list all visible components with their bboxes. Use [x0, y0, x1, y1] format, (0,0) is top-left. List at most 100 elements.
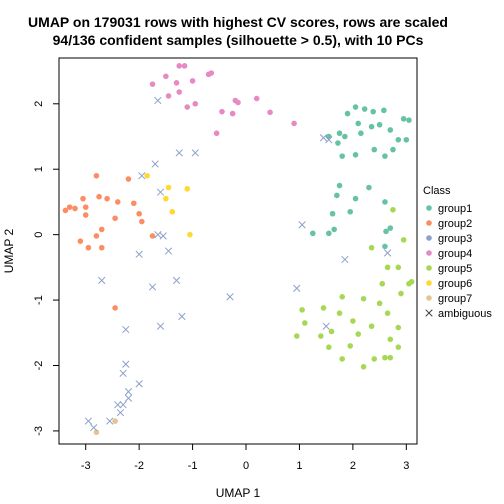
point-group5: [376, 300, 383, 307]
point-group2: [96, 193, 102, 200]
legend-label: group5: [438, 263, 472, 275]
point-ambiguous: [383, 249, 392, 257]
point-group1: [310, 230, 316, 237]
x-tick-label: -1: [188, 460, 198, 472]
point-group5: [395, 264, 402, 271]
point-group2: [149, 233, 156, 239]
point-group5: [390, 206, 396, 213]
point-group4: [219, 108, 225, 115]
x-tick-label: -3: [81, 460, 91, 472]
point-ambiguous: [122, 360, 130, 368]
point-group1: [366, 184, 372, 191]
legend-item-group5: group5: [426, 263, 472, 275]
point-group2: [82, 212, 89, 218]
y-tick-label: 0: [33, 232, 45, 238]
legend-item-group4: group4: [426, 248, 472, 260]
point-ambiguous: [178, 312, 186, 321]
point-group2: [125, 176, 132, 182]
point-ambiguous: [98, 276, 106, 285]
legend-title: Class: [423, 185, 451, 197]
point-group6: [184, 186, 191, 192]
point-group1: [358, 130, 364, 137]
point-group2: [112, 215, 118, 222]
point-group1: [403, 136, 410, 143]
series-group5: [293, 206, 415, 370]
point-group5: [408, 278, 415, 285]
point-group4: [189, 78, 196, 84]
point-group1: [406, 117, 412, 123]
point-group1: [336, 130, 343, 137]
x-tick-label: 0: [243, 460, 249, 472]
point-group2: [72, 205, 78, 212]
point-group1: [376, 121, 383, 128]
point-group1: [390, 146, 396, 153]
point-ambiguous: [114, 401, 122, 409]
y-axis-label: UMAP 2: [2, 228, 16, 273]
point-group6: [187, 231, 193, 238]
point-group1: [387, 127, 394, 133]
x-tick-label: 3: [403, 460, 409, 472]
point-group1: [383, 228, 389, 235]
point-ambiguous: [175, 149, 183, 157]
legend-marker: [426, 220, 432, 226]
point-group4: [291, 120, 297, 127]
point-group2: [114, 199, 121, 205]
series-group6: [144, 172, 193, 238]
point-group5: [368, 323, 375, 330]
point-ambiguous: [322, 322, 330, 330]
point-group5: [350, 318, 356, 324]
chart-title: UMAP on 179031 rows with highest CV scor…: [28, 14, 448, 30]
point-ambiguous: [191, 149, 199, 157]
point-ambiguous: [122, 325, 130, 334]
point-group1: [370, 108, 376, 115]
point-group5: [328, 328, 335, 335]
point-group5: [336, 310, 343, 316]
point-ambiguous: [298, 221, 306, 229]
point-group2: [66, 204, 73, 210]
point-ambiguous: [106, 417, 114, 425]
point-group6: [165, 184, 172, 191]
series-ambiguous: [84, 96, 392, 432]
series-group1: [310, 104, 412, 250]
legend-marker: [426, 265, 432, 271]
point-group5: [387, 336, 394, 343]
series-group7: [93, 418, 118, 436]
point-group4: [213, 130, 220, 137]
point-group1: [331, 226, 337, 233]
x-tick-label: -2: [134, 460, 144, 472]
point-group4: [176, 63, 183, 69]
point-group5: [368, 244, 375, 251]
point-ambiguous: [319, 134, 328, 142]
legend-item-ambiguous: ambiguous: [425, 308, 492, 320]
point-ambiguous: [159, 232, 167, 240]
point-ambiguous: [226, 293, 234, 301]
point-group2: [85, 244, 92, 251]
point-group5: [360, 364, 367, 370]
x-axis-label: UMAP 1: [216, 486, 261, 500]
point-ambiguous: [119, 369, 127, 377]
data-points: [62, 63, 415, 436]
point-group4: [229, 110, 236, 117]
point-group2: [136, 210, 142, 217]
point-group5: [301, 320, 308, 326]
legend: Class group1 group2 group3 group4 group5 grou…: [423, 185, 492, 320]
point-group7: [93, 429, 100, 436]
legend-label: group7: [438, 293, 472, 305]
legend-label: group1: [438, 203, 472, 215]
point-group5: [387, 354, 394, 361]
legend-marker: [425, 309, 433, 317]
legend-label: ambiguous: [438, 308, 492, 320]
legend-label: group4: [438, 248, 472, 260]
point-group5: [384, 310, 391, 316]
point-group5: [371, 356, 378, 362]
point-group2: [62, 207, 69, 214]
point-group5: [400, 237, 407, 243]
y-tick-label: 2: [33, 101, 45, 107]
point-ambiguous: [293, 284, 301, 292]
point-ambiguous: [138, 172, 146, 180]
legend-item-group3: group3: [426, 233, 472, 245]
point-group5: [395, 324, 402, 331]
y-tick-label: 1: [33, 166, 45, 172]
point-group2: [139, 218, 145, 225]
